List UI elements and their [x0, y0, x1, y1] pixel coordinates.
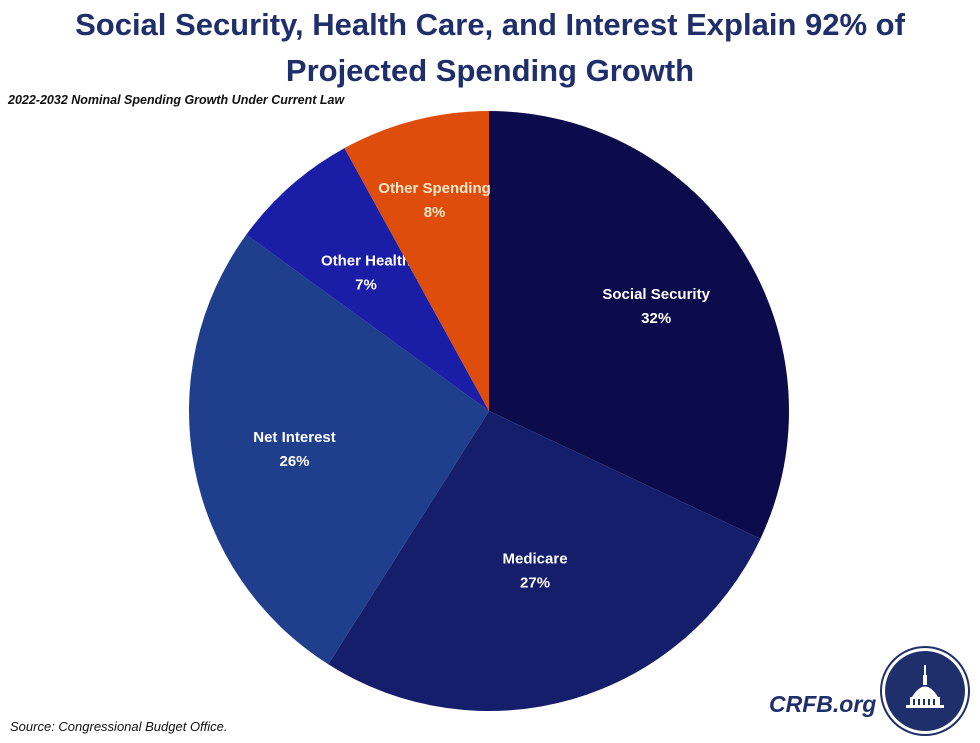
pie-slice-other-health: [246, 148, 489, 411]
source-note: Source: Congressional Budget Office.: [10, 719, 228, 734]
slice-label-medicare: Medicare: [503, 550, 568, 567]
slice-label-social-security: Social Security: [602, 286, 710, 303]
slice-value-net-interest: 26%: [279, 453, 309, 470]
chart-title-line-1: Social Security, Health Care, and Intere…: [75, 7, 905, 42]
chart-title: Social Security, Health Care, and Intere…: [0, 2, 980, 94]
slice-label-other-spending: Other Spending: [378, 180, 491, 197]
pie-slice-net-interest: [188, 234, 489, 665]
chart-title-line-2: Projected Spending Growth: [285, 53, 695, 88]
slice-label-other-health: Other Health: [321, 252, 411, 269]
pie-slice-other-spending: [344, 111, 489, 411]
chart-subtitle: 2022-2032 Nominal Spending Growth Under …: [8, 93, 345, 107]
capitol-logo-icon: [880, 646, 970, 736]
slice-value-medicare: 27%: [520, 574, 550, 591]
pie-slice-social-security: [489, 111, 789, 539]
slice-value-other-health: 7%: [355, 276, 377, 293]
slice-label-net-interest: Net Interest: [253, 429, 336, 446]
brand-link[interactable]: CRFB.org: [769, 691, 877, 717]
pie-slice-medicare: [328, 411, 761, 711]
slice-value-social-security: 32%: [641, 310, 671, 327]
slice-value-other-spending: 8%: [424, 204, 446, 221]
